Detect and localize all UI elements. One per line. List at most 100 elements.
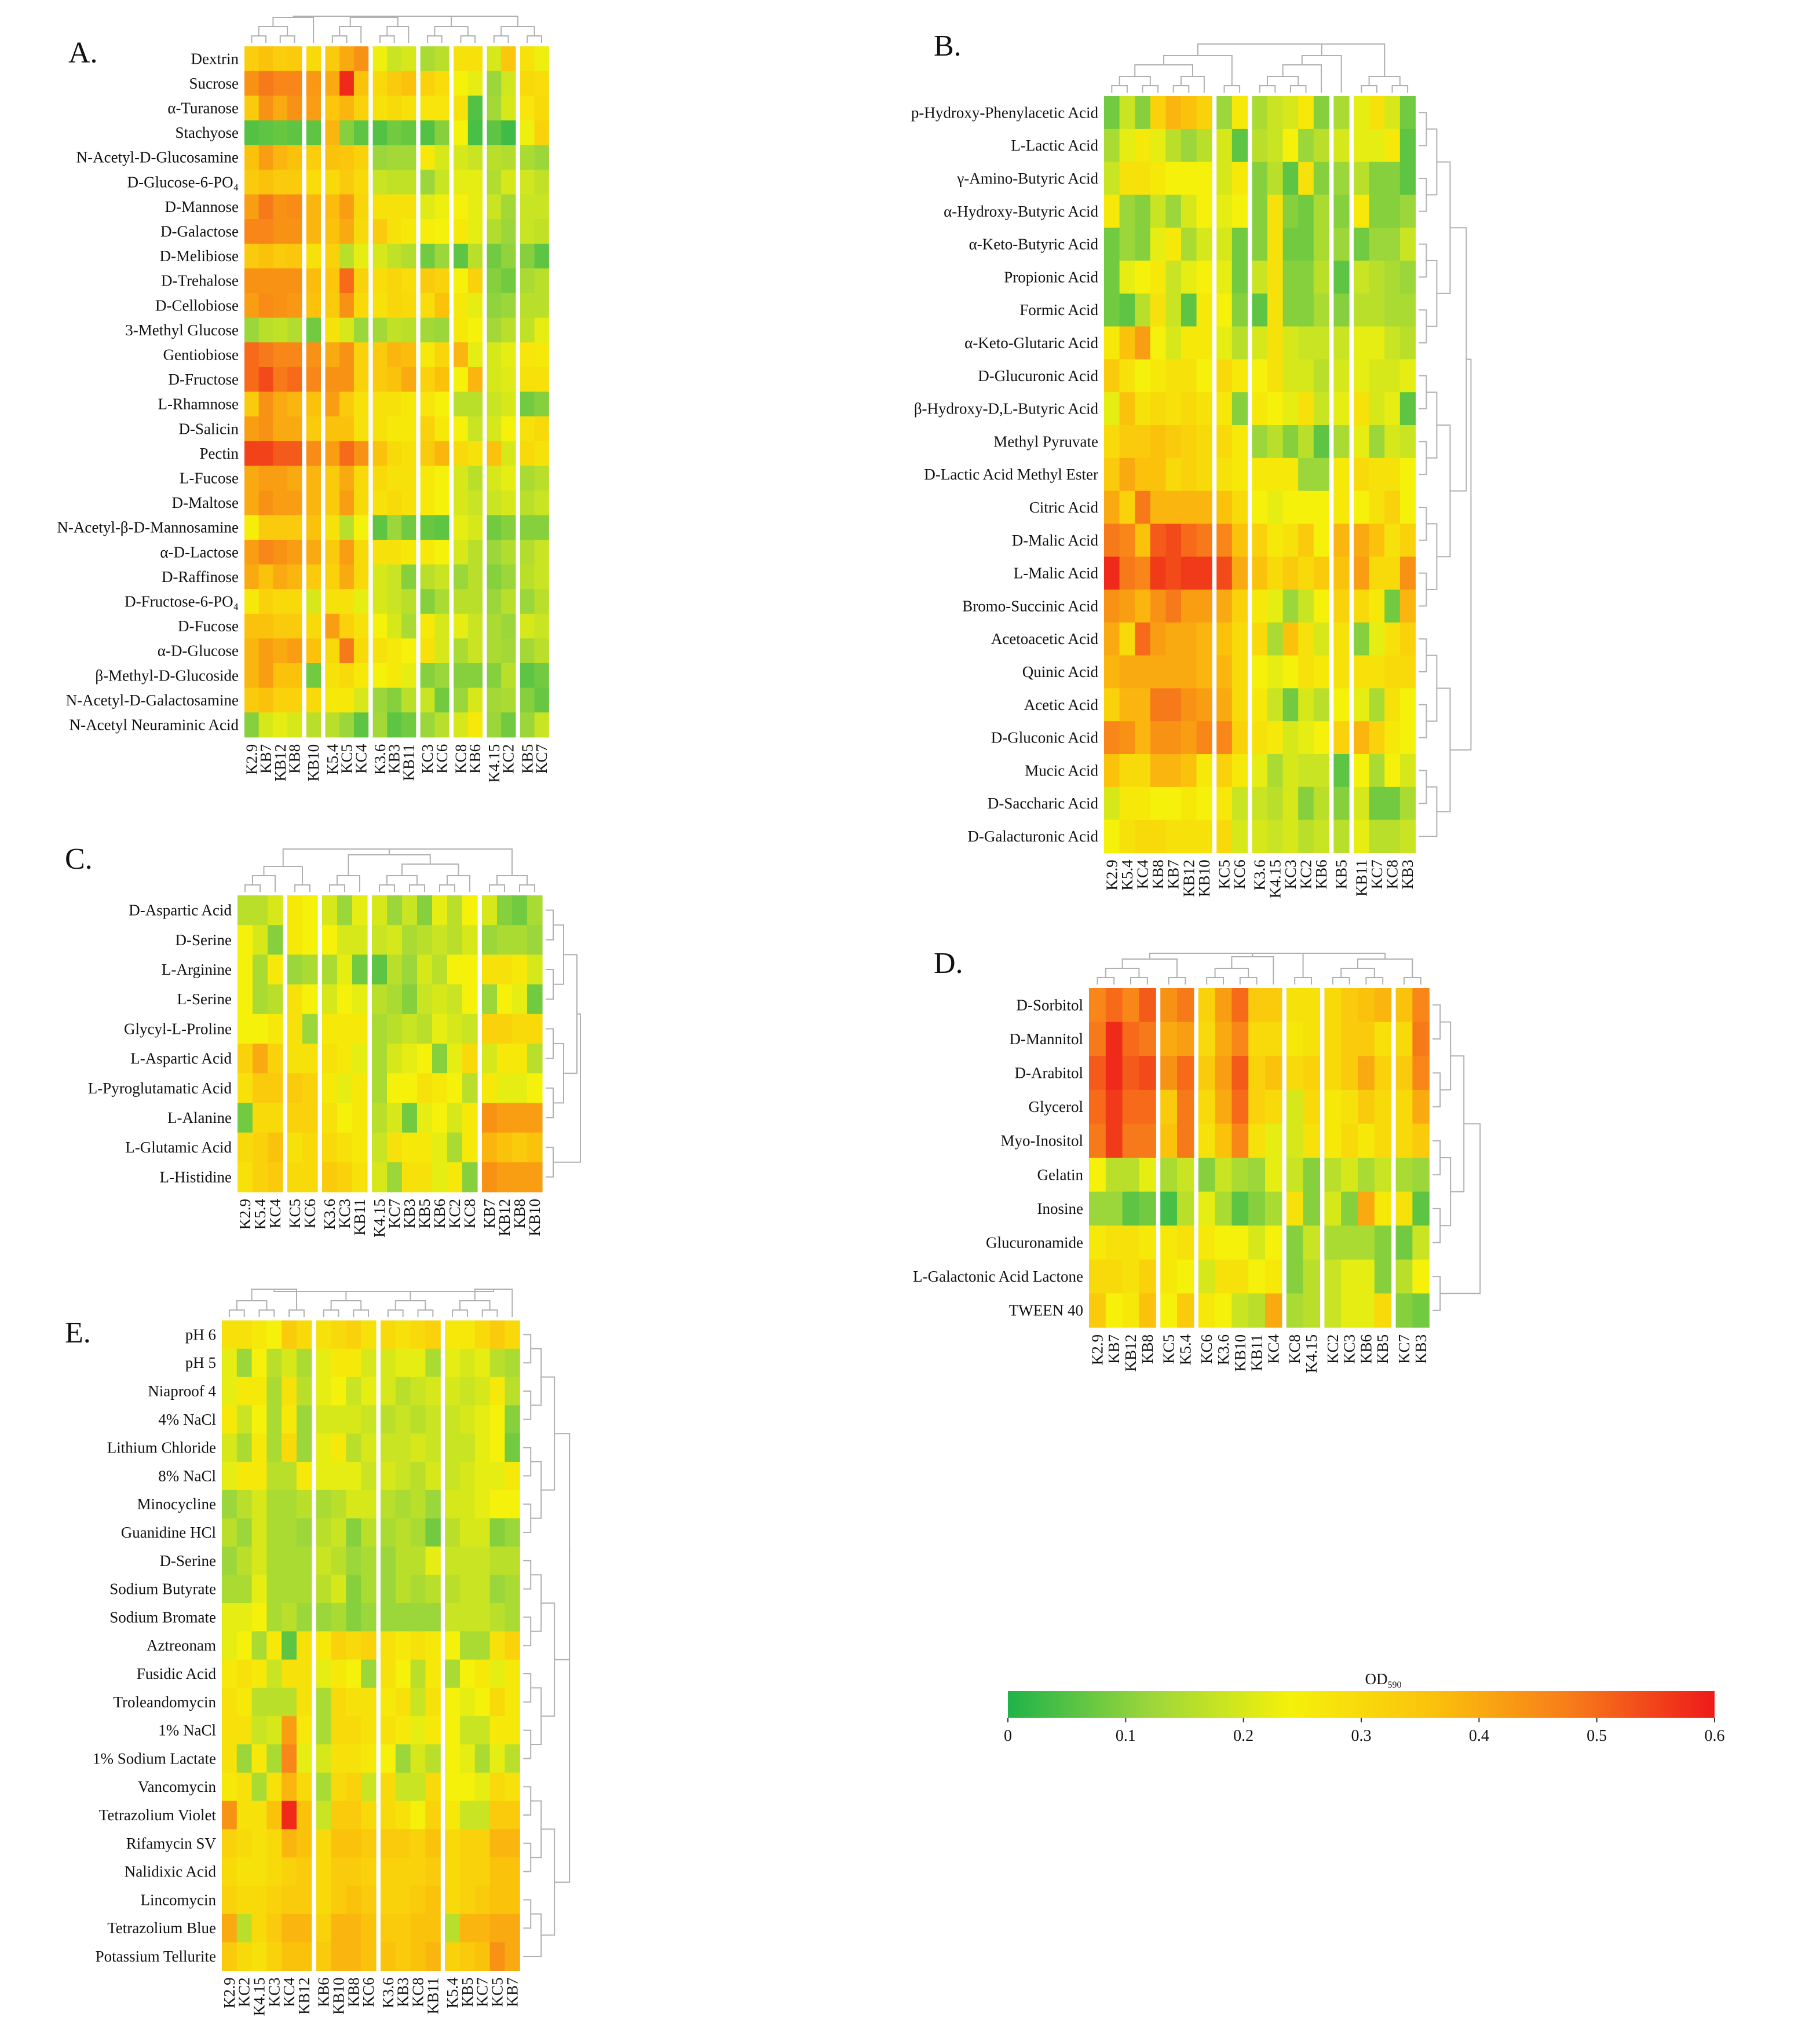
heatmap-cell (361, 1659, 377, 1688)
heatmap-cell (434, 96, 449, 121)
heatmap-cell (1181, 786, 1197, 821)
heatmap-cell (410, 1518, 426, 1547)
column-label: KB12 (295, 1977, 313, 2015)
heatmap-cell (1119, 359, 1135, 393)
heatmap-cell (253, 925, 268, 955)
heatmap-cell (1395, 1191, 1413, 1226)
heatmap-cell (339, 589, 355, 614)
heatmap-cell (1282, 524, 1299, 557)
colorbar-gradient (1008, 1691, 1715, 1718)
heatmap-cell (1399, 491, 1416, 524)
colorbar-tick-label: 0.6 (1705, 1727, 1725, 1745)
heatmap-cell (1369, 524, 1385, 557)
heatmap-cell (1215, 1056, 1232, 1091)
heatmap-cell (372, 515, 388, 540)
heatmap-cell (1104, 392, 1120, 426)
heatmap-cell (425, 1603, 441, 1632)
heatmap-cell (331, 1659, 346, 1688)
heatmap-cell (1369, 458, 1385, 492)
heatmap-cell (445, 1348, 461, 1378)
row-label: α-D-Lactose (160, 543, 239, 561)
row-label: D-Glucose-6-PO₄ (127, 173, 239, 191)
heatmap-cell (273, 46, 288, 72)
heatmap-cell (1286, 1191, 1304, 1226)
heatmap-cell (1303, 1124, 1320, 1158)
heatmap-cell (287, 194, 302, 219)
heatmap-cell (445, 1433, 461, 1462)
heatmap-cell (372, 1014, 388, 1044)
heatmap-cell (387, 1162, 403, 1192)
heatmap-cell (474, 1405, 491, 1434)
dendrogram-branch (386, 26, 410, 43)
colorbar-tick-label: 0 (1004, 1727, 1012, 1745)
heatmap-cell (302, 954, 318, 985)
row-label: L-Lactic Acid (1011, 137, 1098, 154)
heatmap-cell (501, 540, 516, 565)
heatmap-cell (1267, 162, 1284, 195)
column-label: KC8 (1286, 1334, 1303, 1364)
heatmap-cell (282, 1603, 297, 1632)
heatmap-cell (1333, 326, 1350, 360)
heatmap-cell (534, 342, 549, 368)
heatmap-cell (1324, 1158, 1342, 1192)
heatmap-cell (1105, 988, 1123, 1023)
heatmap-cell (1358, 1158, 1375, 1192)
heatmap-cell (353, 342, 369, 368)
heatmap-cell (534, 466, 549, 491)
heatmap-cell (1384, 786, 1401, 821)
heatmap-cell (1122, 1022, 1139, 1056)
heatmap-cell (339, 613, 355, 639)
heatmap-cell (454, 342, 469, 368)
heatmap-cell (1267, 458, 1284, 492)
heatmap-cell (467, 589, 483, 614)
heatmap-cell (316, 1688, 332, 1717)
heatmap-cell (1150, 96, 1166, 130)
heatmap-cell (410, 1320, 426, 1349)
heatmap-cell (1399, 326, 1416, 360)
heatmap-cell (1399, 688, 1416, 722)
heatmap-cell (1369, 195, 1385, 228)
row-label: Quinic Acid (1022, 663, 1099, 680)
column-label: KB8 (345, 1977, 362, 2007)
heatmap-cell (1231, 425, 1248, 459)
dendrogram-branch (1259, 43, 1386, 76)
heatmap-cell (268, 954, 283, 985)
heatmap-cell (1216, 721, 1233, 755)
heatmap-cell (487, 466, 502, 491)
heatmap-cell (1354, 491, 1370, 524)
heatmap-cell (381, 1320, 396, 1349)
heatmap-cell (222, 1801, 237, 1830)
dendrogram-branch (531, 1574, 542, 1632)
heatmap-cell (1282, 261, 1299, 294)
heatmap-cell (1298, 655, 1314, 689)
heatmap-cell (1135, 96, 1151, 130)
heatmap-cell (1196, 524, 1212, 557)
dendrogram-branch (1181, 76, 1205, 93)
dendrogram-branch (1259, 85, 1276, 93)
heatmap-cell (258, 515, 273, 540)
heatmap-cell (1252, 491, 1268, 524)
heatmap-cell (387, 1132, 403, 1163)
heatmap-cell (395, 1433, 411, 1462)
heatmap-cell (258, 145, 273, 170)
heatmap-cell (237, 984, 253, 1015)
heatmap-cell (236, 1433, 253, 1462)
heatmap-cell (372, 120, 388, 145)
heatmap-cell (1089, 1022, 1106, 1056)
column-label: KB8 (286, 744, 304, 774)
heatmap-cell (302, 925, 318, 955)
heatmap-cell (337, 1103, 353, 1133)
heatmap-cell (1196, 458, 1212, 492)
heatmap-cell (1369, 228, 1385, 261)
heatmap-cell (1177, 1293, 1194, 1328)
heatmap-cell (1196, 622, 1212, 656)
heatmap-cell (1160, 1022, 1178, 1056)
heatmap-cell (306, 145, 321, 170)
heatmap-cell (258, 589, 273, 614)
heatmap-cell (395, 1886, 411, 1915)
heatmap-cell (322, 1103, 338, 1133)
heatmap-cell (1248, 1124, 1266, 1158)
heatmap-cell (302, 1014, 318, 1044)
heatmap-cell (1374, 1089, 1392, 1124)
